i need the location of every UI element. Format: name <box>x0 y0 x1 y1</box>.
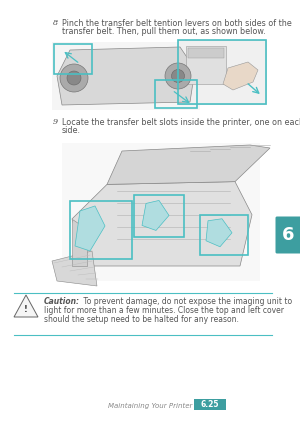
Text: 9: 9 <box>53 118 58 126</box>
Polygon shape <box>72 181 252 266</box>
Polygon shape <box>52 251 97 286</box>
Polygon shape <box>14 295 38 317</box>
Bar <box>200 215 248 255</box>
Bar <box>52 42 200 110</box>
Polygon shape <box>223 62 258 90</box>
Bar <box>186 46 226 84</box>
Bar <box>54 44 92 74</box>
Text: 6.25: 6.25 <box>201 400 219 409</box>
Text: transfer belt. Then, pull them out, as shown below.: transfer belt. Then, pull them out, as s… <box>62 27 266 36</box>
Polygon shape <box>72 219 87 266</box>
Bar <box>178 40 266 104</box>
Bar <box>188 48 224 58</box>
Text: 8: 8 <box>53 19 58 27</box>
Circle shape <box>67 71 81 85</box>
Polygon shape <box>107 145 270 184</box>
Bar <box>178 40 266 104</box>
Text: Maintaining Your Printer: Maintaining Your Printer <box>108 403 192 409</box>
Bar <box>62 143 260 281</box>
Text: Caution:: Caution: <box>44 297 80 306</box>
Circle shape <box>172 69 184 82</box>
Polygon shape <box>206 219 232 247</box>
Text: !: ! <box>24 305 28 313</box>
Text: should the setup need to be halted for any reason.: should the setup need to be halted for a… <box>44 315 239 324</box>
Polygon shape <box>142 201 169 231</box>
Circle shape <box>60 64 88 92</box>
Polygon shape <box>57 47 195 105</box>
Text: Pinch the transfer belt tention levers on both sides of the: Pinch the transfer belt tention levers o… <box>62 19 292 28</box>
Bar <box>155 80 197 108</box>
Text: side.: side. <box>62 126 81 135</box>
Text: Locate the transfer belt slots inside the printer, one on each: Locate the transfer belt slots inside th… <box>62 118 300 127</box>
Bar <box>134 195 184 237</box>
Text: 6: 6 <box>282 226 295 244</box>
Bar <box>70 201 132 259</box>
Polygon shape <box>75 206 105 251</box>
Bar <box>194 399 226 410</box>
Circle shape <box>165 63 191 89</box>
Text: light for more than a few minutes. Close the top and left cover: light for more than a few minutes. Close… <box>44 306 284 315</box>
FancyBboxPatch shape <box>275 217 300 253</box>
Text: To prevent damage, do not expose the imaging unit to: To prevent damage, do not expose the ima… <box>81 297 292 306</box>
